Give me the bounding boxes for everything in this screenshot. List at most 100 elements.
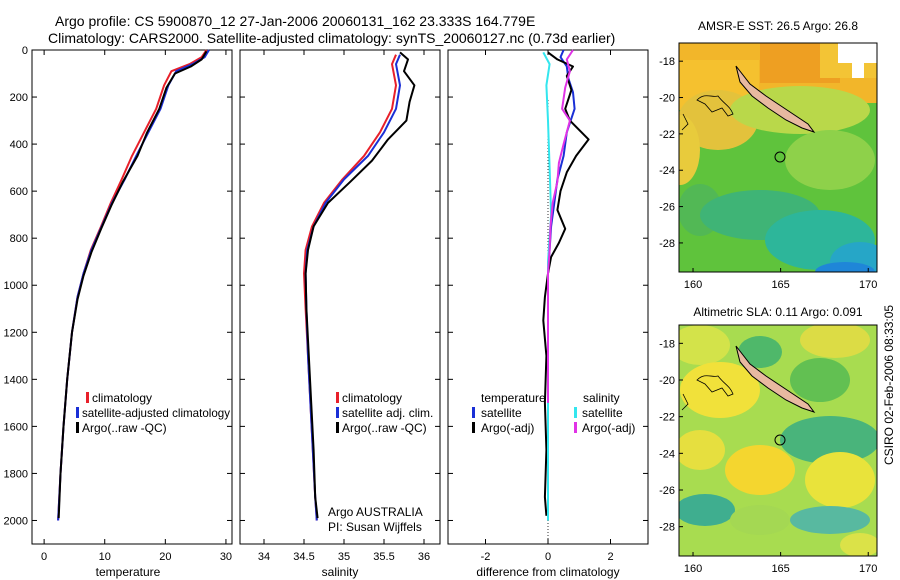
title-line-2: Climatology: CARS2000. Satellite-adjuste… xyxy=(48,30,615,46)
legend-label-climatology: climatology xyxy=(342,391,402,405)
temperature-frame xyxy=(31,49,233,545)
series-line-temperature-argo-adj xyxy=(542,51,590,516)
y-tick-label: 800 xyxy=(10,233,28,245)
lat-tick-label: -28 xyxy=(659,522,675,534)
x-tick-label: 30 xyxy=(220,551,232,563)
y-tick-label: 1800 xyxy=(4,468,28,480)
legend-label-argo: Argo(..raw -QC) xyxy=(342,421,427,435)
sst-field xyxy=(679,43,877,272)
legend-label-climatology: climatology xyxy=(92,391,152,405)
x-tick-label: 35 xyxy=(338,551,350,563)
lat-tick-label: -28 xyxy=(659,238,675,250)
annotation-line-2: PI: Susan Wijffels xyxy=(328,520,422,534)
sla-field xyxy=(679,325,877,556)
x-tick-label: 35.5 xyxy=(373,551,394,563)
sla-lon-ticks: 160 165 170 xyxy=(684,552,877,575)
lon-tick-label: 170 xyxy=(859,279,877,291)
lon-tick-label: 165 xyxy=(771,279,789,291)
salinity-xlabel: salinity xyxy=(322,565,359,579)
annotation-line-1: Argo AUSTRALIA xyxy=(328,505,423,519)
depth-yticks: 0 200 400 600 800 1000 1200 1400 1600 1800 2000 xyxy=(4,45,28,527)
salinity-panel: 34 34.5 35 35.5 36 salinity climatology sate… xyxy=(239,49,441,579)
legend-swatch-temp-argo xyxy=(472,422,475,433)
sst-map-frame xyxy=(678,42,878,273)
x-tick-label: 36 xyxy=(418,551,430,563)
difference-xlabel: difference from climatology xyxy=(476,565,619,579)
lat-tick-label: -20 xyxy=(659,93,675,105)
lat-tick-label: -22 xyxy=(659,412,675,424)
x-tick-label: 2 xyxy=(607,551,613,563)
sst-lat-ticks: -18 -20 -22 -24 -26 -28 xyxy=(659,56,683,250)
temperature-legend: climatology satellite-adjusted climatolo… xyxy=(76,391,230,435)
legend-swatch-sal-argo xyxy=(574,422,577,433)
y-tick-label: 200 xyxy=(10,92,28,104)
y-tick-label: 1000 xyxy=(4,280,28,292)
legend-label-satellite: satellite adj. clim. xyxy=(342,406,433,420)
sla-map-frame xyxy=(678,324,878,557)
y-tick-label: 1400 xyxy=(4,374,28,386)
difference-legend: temperature satellite Argo(-adj) salinit… xyxy=(472,391,635,435)
credit-text: CSIRO 02-Feb-2006 08:33:05 xyxy=(882,305,896,465)
lon-tick-label: 160 xyxy=(684,279,702,291)
lat-tick-label: -26 xyxy=(659,202,675,214)
x-tick-label: 0 xyxy=(41,551,47,563)
sla-map-title: Altimetric SLA: 0.11 Argo: 0.091 xyxy=(693,305,863,319)
legend-label-temp-argo: Argo(-adj) xyxy=(481,421,534,435)
legend-swatch-argo xyxy=(76,422,79,433)
y-tick-label: 2000 xyxy=(4,515,28,527)
legend-heading-salinity: salinity xyxy=(583,391,620,405)
lon-tick-label: 170 xyxy=(859,563,877,575)
x-tick-label: 0 xyxy=(545,551,551,563)
temperature-xticks: 0 10 20 30 xyxy=(41,50,232,563)
x-tick-label: -2 xyxy=(481,551,491,563)
x-tick-label: 20 xyxy=(159,551,171,563)
sst-lon-ticks: 160 165 170 xyxy=(684,268,877,291)
x-tick-label: 34.5 xyxy=(293,551,314,563)
legend-label-sal-satellite: satellite xyxy=(582,406,623,420)
legend-swatch-climatology xyxy=(336,392,339,403)
x-tick-label: 34 xyxy=(258,551,270,563)
y-tick-label: 400 xyxy=(10,139,28,151)
lat-tick-label: -26 xyxy=(659,485,675,497)
lon-tick-label: 160 xyxy=(684,563,702,575)
sla-map: Altimetric SLA: 0.11 Argo: 0.091 -18-20-… xyxy=(659,305,878,575)
temperature-series xyxy=(57,49,210,521)
y-tick-label: 1600 xyxy=(4,421,28,433)
lat-tick-label: -18 xyxy=(659,338,675,350)
legend-swatch-temp-satellite xyxy=(472,407,475,418)
y-tick-label: 0 xyxy=(22,45,28,57)
lat-tick-label: -22 xyxy=(659,129,675,141)
sst-map: AMSR-E SST: 26.5 Argo: 26.8 -18 -20 -22 -24 xyxy=(659,19,878,291)
lat-tick-label: -24 xyxy=(659,448,675,460)
legend-swatch-argo xyxy=(336,422,339,433)
legend-swatch-satellite xyxy=(336,407,339,418)
series-line-climatology xyxy=(303,54,397,521)
salinity-xticks: 34 34.5 35 35.5 36 xyxy=(258,50,430,563)
legend-label-temp-satellite: satellite xyxy=(481,406,522,420)
sla-lat-ticks: -18 -20 -22 -24 -26 -28 xyxy=(659,338,683,534)
lat-tick-label: -24 xyxy=(659,165,675,177)
y-tick-label: 1200 xyxy=(4,327,28,339)
temperature-panel: 0 10 20 30 0 200 400 600 800 1000 1200 1400 1600 180… xyxy=(4,45,233,579)
legend-label-satellite: satellite-adjusted climatology xyxy=(82,406,230,420)
legend-swatch-sal-satellite xyxy=(574,407,577,418)
series-line-satellite-adj-clim xyxy=(304,54,401,521)
legend-label-sal-argo: Argo(-adj) xyxy=(582,421,635,435)
sst-map-title: AMSR-E SST: 26.5 Argo: 26.8 xyxy=(698,19,858,33)
series-line-salinity-argo-adj xyxy=(547,49,574,403)
x-tick-label: 10 xyxy=(99,551,111,563)
y-tick-label: 600 xyxy=(10,186,28,198)
salinity-series xyxy=(303,51,416,521)
difference-xticks: -2 0 2 xyxy=(481,50,614,563)
series-line-argo-raw-qc xyxy=(57,50,208,519)
difference-panel: -2 0 2 difference from climatology tempera… xyxy=(447,49,649,579)
lon-tick-label: 165 xyxy=(771,563,789,575)
difference-series xyxy=(542,49,590,521)
legend-swatch-climatology xyxy=(86,392,89,403)
lat-tick-label: -18 xyxy=(659,56,675,68)
series-line-argo-raw-qc xyxy=(304,51,416,519)
title-line-1: Argo profile: CS 5900870_12 27-Jan-2006 … xyxy=(55,13,535,29)
salinity-legend: climatology satellite adj. clim. Argo(..… xyxy=(336,391,433,435)
lat-tick-label: -20 xyxy=(659,375,675,387)
